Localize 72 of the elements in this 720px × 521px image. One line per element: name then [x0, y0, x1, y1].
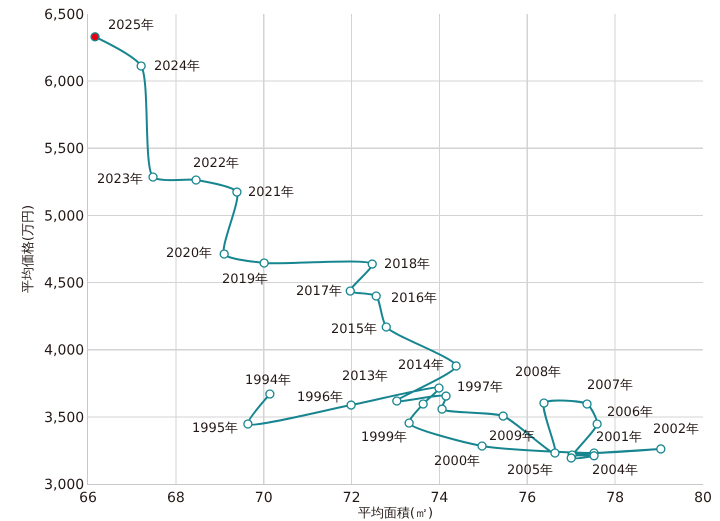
annotation: 2002年	[653, 422, 700, 437]
point	[539, 398, 549, 408]
annotation: 1997年	[457, 380, 504, 395]
x-tick-label: 72	[342, 490, 360, 506]
annotation: 2008年	[515, 365, 562, 380]
point	[220, 249, 229, 259]
point	[656, 444, 666, 454]
annotation: 2001年	[596, 430, 642, 445]
y-tick-label: 6,000	[44, 74, 84, 90]
annotation: 2020年	[166, 246, 212, 261]
annotation: 1996年	[297, 390, 344, 405]
x-tick-label: 70	[254, 490, 273, 506]
x-tick-label: 74	[430, 490, 448, 506]
annotation: 2007年	[587, 378, 634, 393]
annotation: 2022年	[193, 156, 240, 171]
point	[589, 451, 599, 460]
point	[232, 187, 242, 197]
point	[136, 61, 146, 71]
y-tick-label: 5,500	[44, 141, 84, 158]
annotation: 2016年	[391, 291, 438, 306]
point	[346, 400, 356, 410]
annotation: 2021年	[248, 185, 294, 200]
point	[260, 258, 269, 268]
point	[441, 391, 451, 401]
point	[550, 448, 560, 458]
x-axis-title: 平均面積(㎡)	[358, 506, 434, 521]
point	[498, 411, 508, 421]
annotation: 2024年	[154, 59, 200, 74]
x-tick-label: 80	[694, 490, 712, 506]
point	[477, 441, 487, 451]
annotation: 2005年	[507, 463, 554, 478]
annotation: 2019年	[222, 272, 268, 287]
annotation: 1999年	[361, 430, 408, 445]
y-tick-label: 4,500	[44, 275, 84, 292]
y-tick-label: 4,000	[44, 342, 84, 359]
point	[451, 361, 461, 371]
point	[372, 291, 381, 301]
annotation: 2013年	[342, 369, 388, 384]
y-axis-title: 平均価格(万円)	[21, 204, 36, 294]
annotation: 1994年	[245, 373, 292, 388]
y-tick-label: 3,500	[44, 410, 84, 426]
annotation: 2017年	[296, 284, 342, 299]
point	[382, 322, 391, 332]
annotation: 2006年	[607, 405, 654, 420]
point	[346, 286, 355, 296]
point	[404, 418, 414, 428]
annotation: 2014年	[398, 358, 444, 373]
point	[191, 175, 201, 185]
y-tick-label: 6,500	[44, 6, 84, 23]
point	[566, 453, 576, 463]
x-tick-label: 68	[166, 490, 185, 506]
x-tick-label: 78	[606, 490, 624, 506]
point	[434, 383, 444, 393]
point	[90, 32, 100, 42]
point	[148, 172, 158, 182]
y-tick-label: 5,000	[44, 208, 84, 224]
x-tick-label: 76	[518, 490, 536, 506]
annotation: 2015年	[331, 322, 378, 337]
annotation: 2018年	[384, 257, 430, 272]
point	[418, 399, 428, 409]
annotation: 2023年	[97, 172, 144, 187]
point	[582, 399, 592, 409]
point	[437, 404, 447, 414]
point	[368, 259, 377, 269]
point	[265, 389, 275, 399]
annotation: 1995年	[192, 421, 238, 436]
annotation: 2025年	[108, 18, 154, 33]
point	[592, 419, 602, 429]
annotation: 2004年	[592, 463, 638, 478]
point	[392, 396, 402, 406]
point	[243, 419, 253, 429]
annotation: 2000年	[434, 454, 480, 469]
